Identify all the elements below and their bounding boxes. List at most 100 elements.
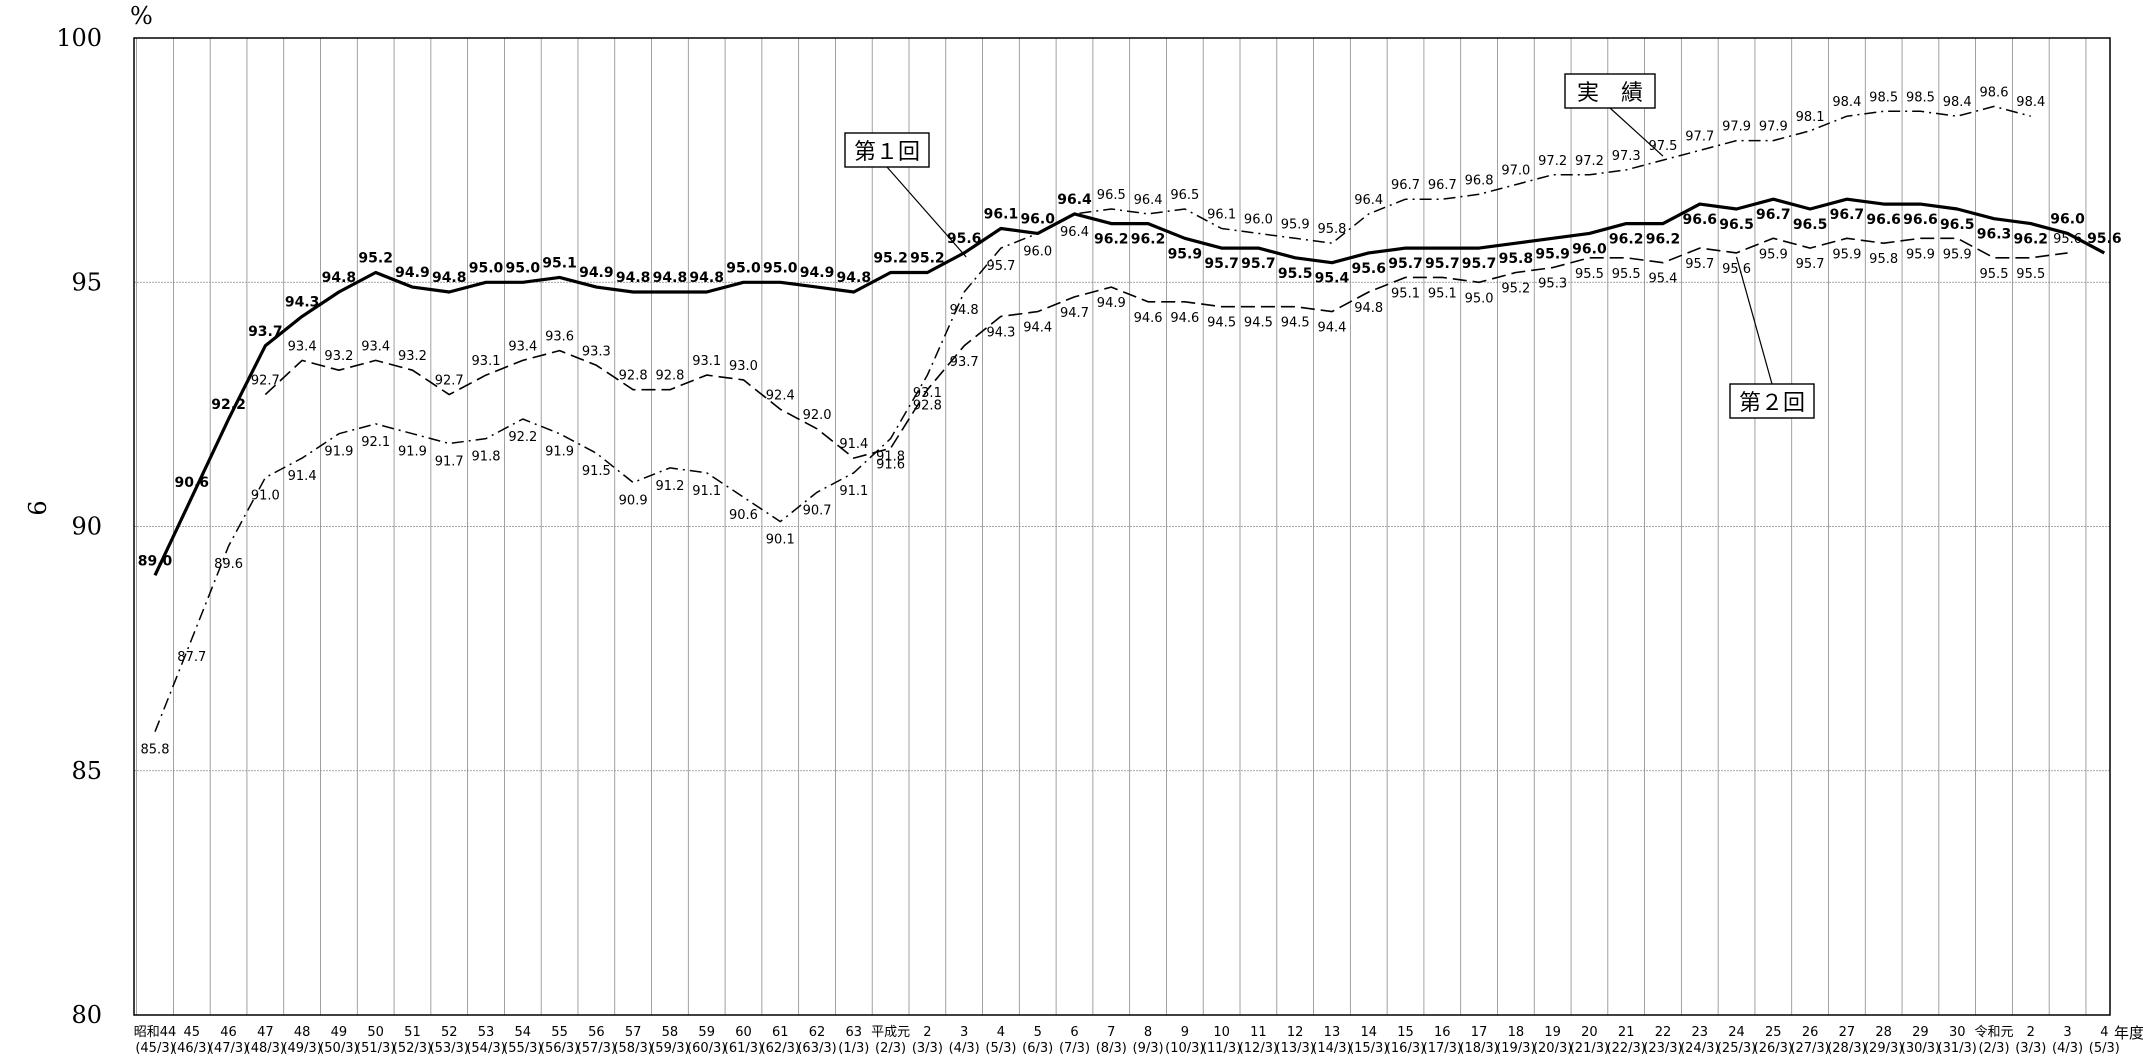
data-label-series-3: 92.1 bbox=[361, 435, 390, 450]
data-label-series-2: 94.5 bbox=[1281, 316, 1310, 331]
data-label-series-3: 96.8 bbox=[1465, 173, 1494, 188]
x-tick-sublabel: (48/3) bbox=[246, 1041, 285, 1056]
x-tick-sublabel: (8/3) bbox=[1096, 1041, 1127, 1056]
x-tick-label: 3 bbox=[2063, 1025, 2071, 1040]
x-tick-label: 22 bbox=[1655, 1025, 1672, 1040]
x-tick-sublabel: (50/3) bbox=[319, 1041, 358, 1056]
x-tick-sublabel: (20/3) bbox=[1533, 1041, 1572, 1056]
x-tick-label: 21 bbox=[1618, 1025, 1635, 1040]
data-label-series-2: 93.4 bbox=[361, 339, 390, 354]
x-tick-label: 56 bbox=[588, 1025, 605, 1040]
x-tick-label: 58 bbox=[662, 1025, 679, 1040]
data-label-series-3: 97.2 bbox=[1538, 154, 1567, 169]
x-tick-label: 8 bbox=[1144, 1025, 1152, 1040]
grid-lines bbox=[134, 38, 2110, 1015]
data-label-series-2: 93.0 bbox=[729, 359, 758, 374]
series-line-2 bbox=[264, 237, 2068, 459]
x-tick-label: 27 bbox=[1839, 1025, 1856, 1040]
callout-series-3-text: 実 績 bbox=[1577, 81, 1643, 106]
data-label-series-2: 93.7 bbox=[950, 355, 979, 370]
data-label-series-1: 93.7 bbox=[248, 324, 283, 340]
data-label-series-1: 96.6 bbox=[1866, 212, 1901, 228]
callout-series-3-leader bbox=[1609, 107, 1664, 157]
data-label-series-1: 95.8 bbox=[1499, 251, 1534, 267]
data-label-series-3: 91.9 bbox=[545, 445, 574, 460]
x-tick-sublabel: (13/3) bbox=[1276, 1041, 1315, 1056]
x-tick-label: 7 bbox=[1107, 1025, 1115, 1040]
data-label-series-2: 94.4 bbox=[1317, 321, 1346, 336]
data-label-series-1: 94.3 bbox=[285, 294, 320, 310]
x-tick-sublabel: (11/3) bbox=[1202, 1041, 1241, 1056]
x-tick-sublabel: (58/3) bbox=[613, 1041, 652, 1056]
x-tick-sublabel: (52/3) bbox=[393, 1041, 432, 1056]
data-label-series-2: 94.5 bbox=[1244, 316, 1273, 331]
data-label-series-2: 93.6 bbox=[545, 330, 574, 345]
series-line-1 bbox=[153, 197, 2106, 576]
data-label-series-1: 94.8 bbox=[322, 270, 357, 286]
data-label-series-3: 90.6 bbox=[729, 508, 758, 523]
data-label-series-1: 95.7 bbox=[1241, 256, 1276, 272]
data-label-series-1: 96.0 bbox=[2050, 211, 2085, 227]
x-tick-sublabel: (62/3) bbox=[761, 1041, 800, 1056]
data-label-series-3: 97.3 bbox=[1612, 149, 1641, 164]
data-label-series-1: 96.1 bbox=[984, 207, 1019, 223]
x-tick-label: 2 bbox=[2027, 1025, 2035, 1040]
x-tick-sublabel: (31/3) bbox=[1938, 1041, 1977, 1056]
data-label-series-3: 91.1 bbox=[692, 484, 721, 499]
callout-series-1-box bbox=[844, 132, 930, 168]
x-tick-label: 15 bbox=[1397, 1025, 1414, 1040]
data-label-series-3: 96.7 bbox=[1428, 178, 1457, 193]
data-label-series-1: 96.0 bbox=[1020, 211, 1055, 227]
x-tick-sublabel: (51/3) bbox=[356, 1041, 395, 1056]
data-label-series-1: 89.0 bbox=[138, 553, 173, 569]
data-label-series-1: 95.7 bbox=[1204, 256, 1239, 272]
x-tick-sublabel: (61/3) bbox=[724, 1041, 763, 1056]
x-tick-label: 47 bbox=[257, 1025, 274, 1040]
x-tick-label: 54 bbox=[515, 1025, 532, 1040]
x-tick-label: 11 bbox=[1250, 1025, 1267, 1040]
x-tick-sublabel: (27/3) bbox=[1790, 1041, 1829, 1056]
data-label-series-3: 98.4 bbox=[2016, 95, 2045, 110]
x-tick-label: 51 bbox=[404, 1025, 421, 1040]
data-label-series-1: 95.6 bbox=[947, 231, 982, 247]
data-label-series-2: 95.8 bbox=[1869, 252, 1898, 267]
data-label-series-3: 98.6 bbox=[1980, 85, 2009, 100]
x-tick-sublabel: (5/3) bbox=[2089, 1041, 2120, 1056]
x-tick-sublabel: (60/3) bbox=[687, 1041, 726, 1056]
x-tick-sublabel: (47/3) bbox=[209, 1041, 248, 1056]
data-label-series-3: 96.0 bbox=[1244, 212, 1273, 227]
x-tick-label: 6 bbox=[1070, 1025, 1078, 1040]
data-label-series-1: 94.8 bbox=[689, 270, 724, 286]
data-label-series-1: 94.8 bbox=[653, 270, 688, 286]
data-label-series-1: 96.3 bbox=[1977, 227, 2012, 243]
x-tick-label: 48 bbox=[294, 1025, 311, 1040]
data-label-series-3: 96.5 bbox=[1097, 188, 1126, 203]
x-tick-sublabel: (26/3) bbox=[1754, 1041, 1793, 1056]
data-label-series-2: 94.3 bbox=[986, 325, 1015, 340]
data-label-series-3: 98.4 bbox=[1832, 95, 1861, 110]
x-tick-label: 55 bbox=[551, 1025, 568, 1040]
x-tick-sublabel: (16/3) bbox=[1386, 1041, 1425, 1056]
x-tick-label: 59 bbox=[698, 1025, 715, 1040]
data-label-series-2: 94.6 bbox=[1134, 311, 1163, 326]
data-label-series-1: 95.5 bbox=[1278, 266, 1313, 282]
x-tick-label: 2 bbox=[923, 1025, 931, 1040]
data-label-series-3: 95.9 bbox=[1281, 217, 1310, 232]
x-tick-sublabel: (4/3) bbox=[2052, 1041, 2083, 1056]
side-page-label: 9 bbox=[22, 500, 50, 515]
data-label-series-1: 95.0 bbox=[726, 260, 761, 276]
data-label-series-2: 95.0 bbox=[1465, 291, 1494, 306]
x-tick-sublabel: (17/3) bbox=[1423, 1041, 1462, 1056]
x-tick-label: 20 bbox=[1581, 1025, 1598, 1040]
data-label-series-1: 90.6 bbox=[175, 475, 210, 491]
data-label-series-1: 94.9 bbox=[395, 265, 430, 281]
data-label-series-2: 93.1 bbox=[692, 354, 721, 369]
data-label-series-2: 95.6 bbox=[2053, 232, 2082, 247]
x-tick-label: 61 bbox=[772, 1025, 789, 1040]
data-label-series-1: 95.1 bbox=[542, 255, 577, 271]
x-tick-label: 18 bbox=[1508, 1025, 1525, 1040]
callout-series-1-leader bbox=[886, 166, 967, 258]
data-label-series-1: 95.7 bbox=[1462, 256, 1497, 272]
